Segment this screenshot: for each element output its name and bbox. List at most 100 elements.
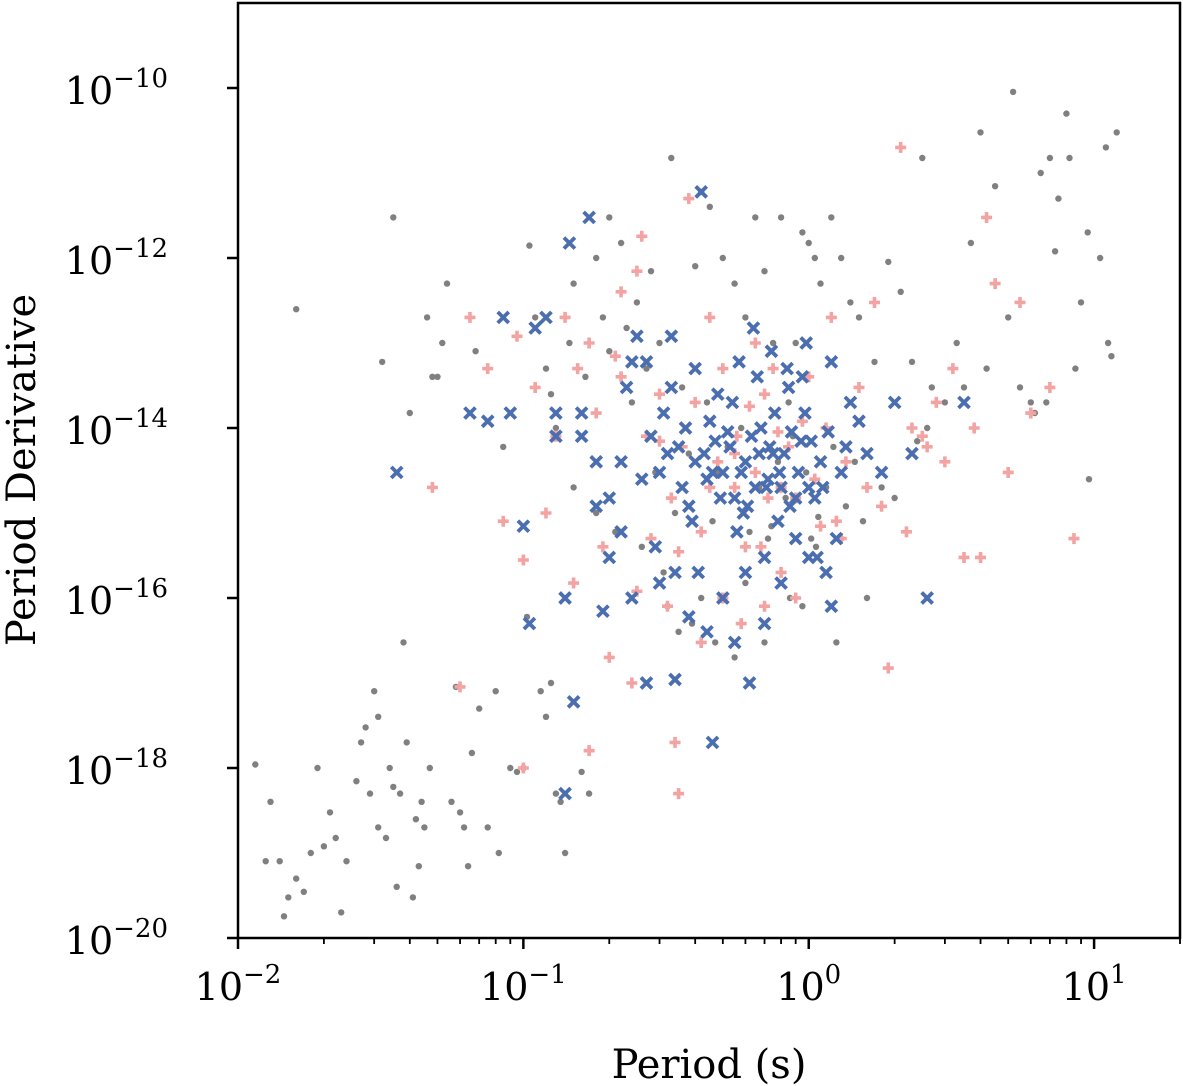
- data-point-plus-83: [572, 363, 584, 375]
- data-point-dot-189: [547, 391, 555, 398]
- data-point-cross-36: [748, 480, 763, 495]
- data-point-cross-99: [774, 576, 788, 590]
- data-point-cross-105: [602, 491, 617, 505]
- data-point-dot-105: [953, 339, 960, 347]
- data-point-plus-36: [825, 311, 837, 323]
- data-point-dot-140: [698, 594, 705, 602]
- data-point-dot-69: [585, 790, 593, 797]
- data-point-plus-87: [511, 330, 523, 342]
- data-point-dot-104: [941, 399, 949, 406]
- data-point-dot-26: [390, 214, 397, 221]
- data-point-cross-98: [757, 616, 772, 631]
- data-point-dot-12: [326, 809, 334, 816]
- data-point-cross-59: [664, 380, 679, 395]
- data-point-cross-40: [781, 380, 796, 395]
- data-point-dot-86: [769, 339, 777, 347]
- data-point-dot-110: [1005, 314, 1012, 321]
- data-point-dot-95: [838, 254, 845, 262]
- data-point-plus-1: [454, 681, 466, 693]
- data-point-cross-54: [920, 591, 934, 605]
- data-point-plus-39: [868, 296, 880, 308]
- data-point-dot-6: [293, 875, 300, 882]
- data-point-cross-3: [496, 310, 511, 325]
- data-point-dot-28: [393, 883, 400, 890]
- data-point-cross-34: [738, 454, 753, 469]
- data-point-cross-12: [562, 236, 577, 250]
- data-point-dot-27: [390, 783, 397, 791]
- data-point-cross-44: [807, 491, 822, 505]
- data-point-dot-126: [1102, 144, 1110, 151]
- data-point-cross-92: [668, 565, 682, 580]
- data-point-dot-93: [817, 280, 824, 287]
- data-point-plus-15: [626, 677, 638, 689]
- data-point-cross-91: [652, 576, 667, 590]
- data-point-cross-101: [801, 550, 816, 565]
- data-point-dot-83: [742, 314, 749, 321]
- data-point-dot-127: [1108, 353, 1115, 360]
- data-point-plus-53: [1014, 296, 1026, 308]
- data-point-dot-50: [472, 348, 479, 355]
- data-point-cross-13: [566, 695, 581, 709]
- data-point-dot-129: [1104, 339, 1112, 347]
- data-point-cross-31: [705, 735, 720, 750]
- data-point-dot-159: [851, 458, 858, 465]
- data-point-cross-2: [480, 414, 495, 429]
- data-point-plus-81: [861, 481, 873, 493]
- data-point-cross-104: [614, 525, 628, 539]
- data-point-plus-79: [775, 566, 787, 578]
- data-point-plus-30: [759, 600, 771, 612]
- data-point-cross-4: [503, 406, 518, 420]
- data-point-cross-110: [639, 355, 654, 369]
- data-point-dot-71: [606, 214, 613, 221]
- data-point-cross-1: [463, 406, 477, 420]
- data-point-dot-7: [293, 306, 300, 313]
- data-point-dot-149: [606, 348, 613, 355]
- data-point-plus-84: [609, 350, 621, 362]
- data-point-cross-38: [766, 446, 780, 461]
- data-point-cross-55: [957, 395, 971, 410]
- data-point-dot-102: [919, 154, 926, 162]
- data-point-dot-134: [878, 484, 885, 491]
- data-point-dot-107: [977, 129, 984, 136]
- data-point-dot-136: [833, 639, 840, 646]
- data-point-dot-64: [552, 790, 560, 797]
- data-point-dot-3: [276, 858, 283, 865]
- data-point-cross-24: [660, 446, 675, 461]
- data-point-cross-11: [558, 786, 572, 801]
- data-point-dot-177: [712, 639, 719, 646]
- data-point-dot-150: [628, 399, 636, 406]
- data-point-dot-36: [418, 798, 425, 805]
- data-point-dot-186: [582, 373, 589, 380]
- data-point-cross-56: [634, 472, 649, 487]
- data-point-dot-158: [842, 503, 850, 510]
- data-point-plus-50: [981, 211, 993, 223]
- data-point-plus-55: [1044, 381, 1056, 393]
- data-point-dot-168: [815, 513, 822, 521]
- data-point-plus-45: [921, 441, 933, 453]
- data-point-dot-184: [891, 494, 898, 502]
- data-point-cross-61: [678, 421, 693, 435]
- data-point-dot-38: [423, 314, 431, 321]
- data-point-dot-15: [343, 858, 350, 865]
- data-point-dot-117: [1051, 248, 1059, 255]
- data-point-dot-128: [1113, 129, 1120, 136]
- data-point-cross-121: [705, 465, 720, 480]
- data-point-cross-14: [574, 406, 589, 420]
- data-point-plus-33: [790, 592, 802, 604]
- data-point-cross-93: [681, 610, 696, 624]
- data-point-dot-56: [507, 764, 514, 772]
- data-point-dot-167: [803, 469, 810, 476]
- data-point-cross-69: [725, 395, 740, 410]
- data-point-dot-171: [703, 399, 711, 406]
- data-point-plus-9: [568, 577, 580, 589]
- data-point-plus-91: [830, 515, 842, 527]
- data-point-cross-35: [742, 676, 757, 690]
- data-point-dot-188: [566, 339, 573, 347]
- data-point-dot-44: [448, 798, 455, 805]
- data-point-cross-62: [685, 514, 699, 529]
- data-point-dot-113: [1027, 399, 1035, 406]
- data-point-plus-58: [900, 526, 912, 538]
- data-point-dot-18: [362, 724, 369, 731]
- data-point-dot-33: [409, 894, 417, 901]
